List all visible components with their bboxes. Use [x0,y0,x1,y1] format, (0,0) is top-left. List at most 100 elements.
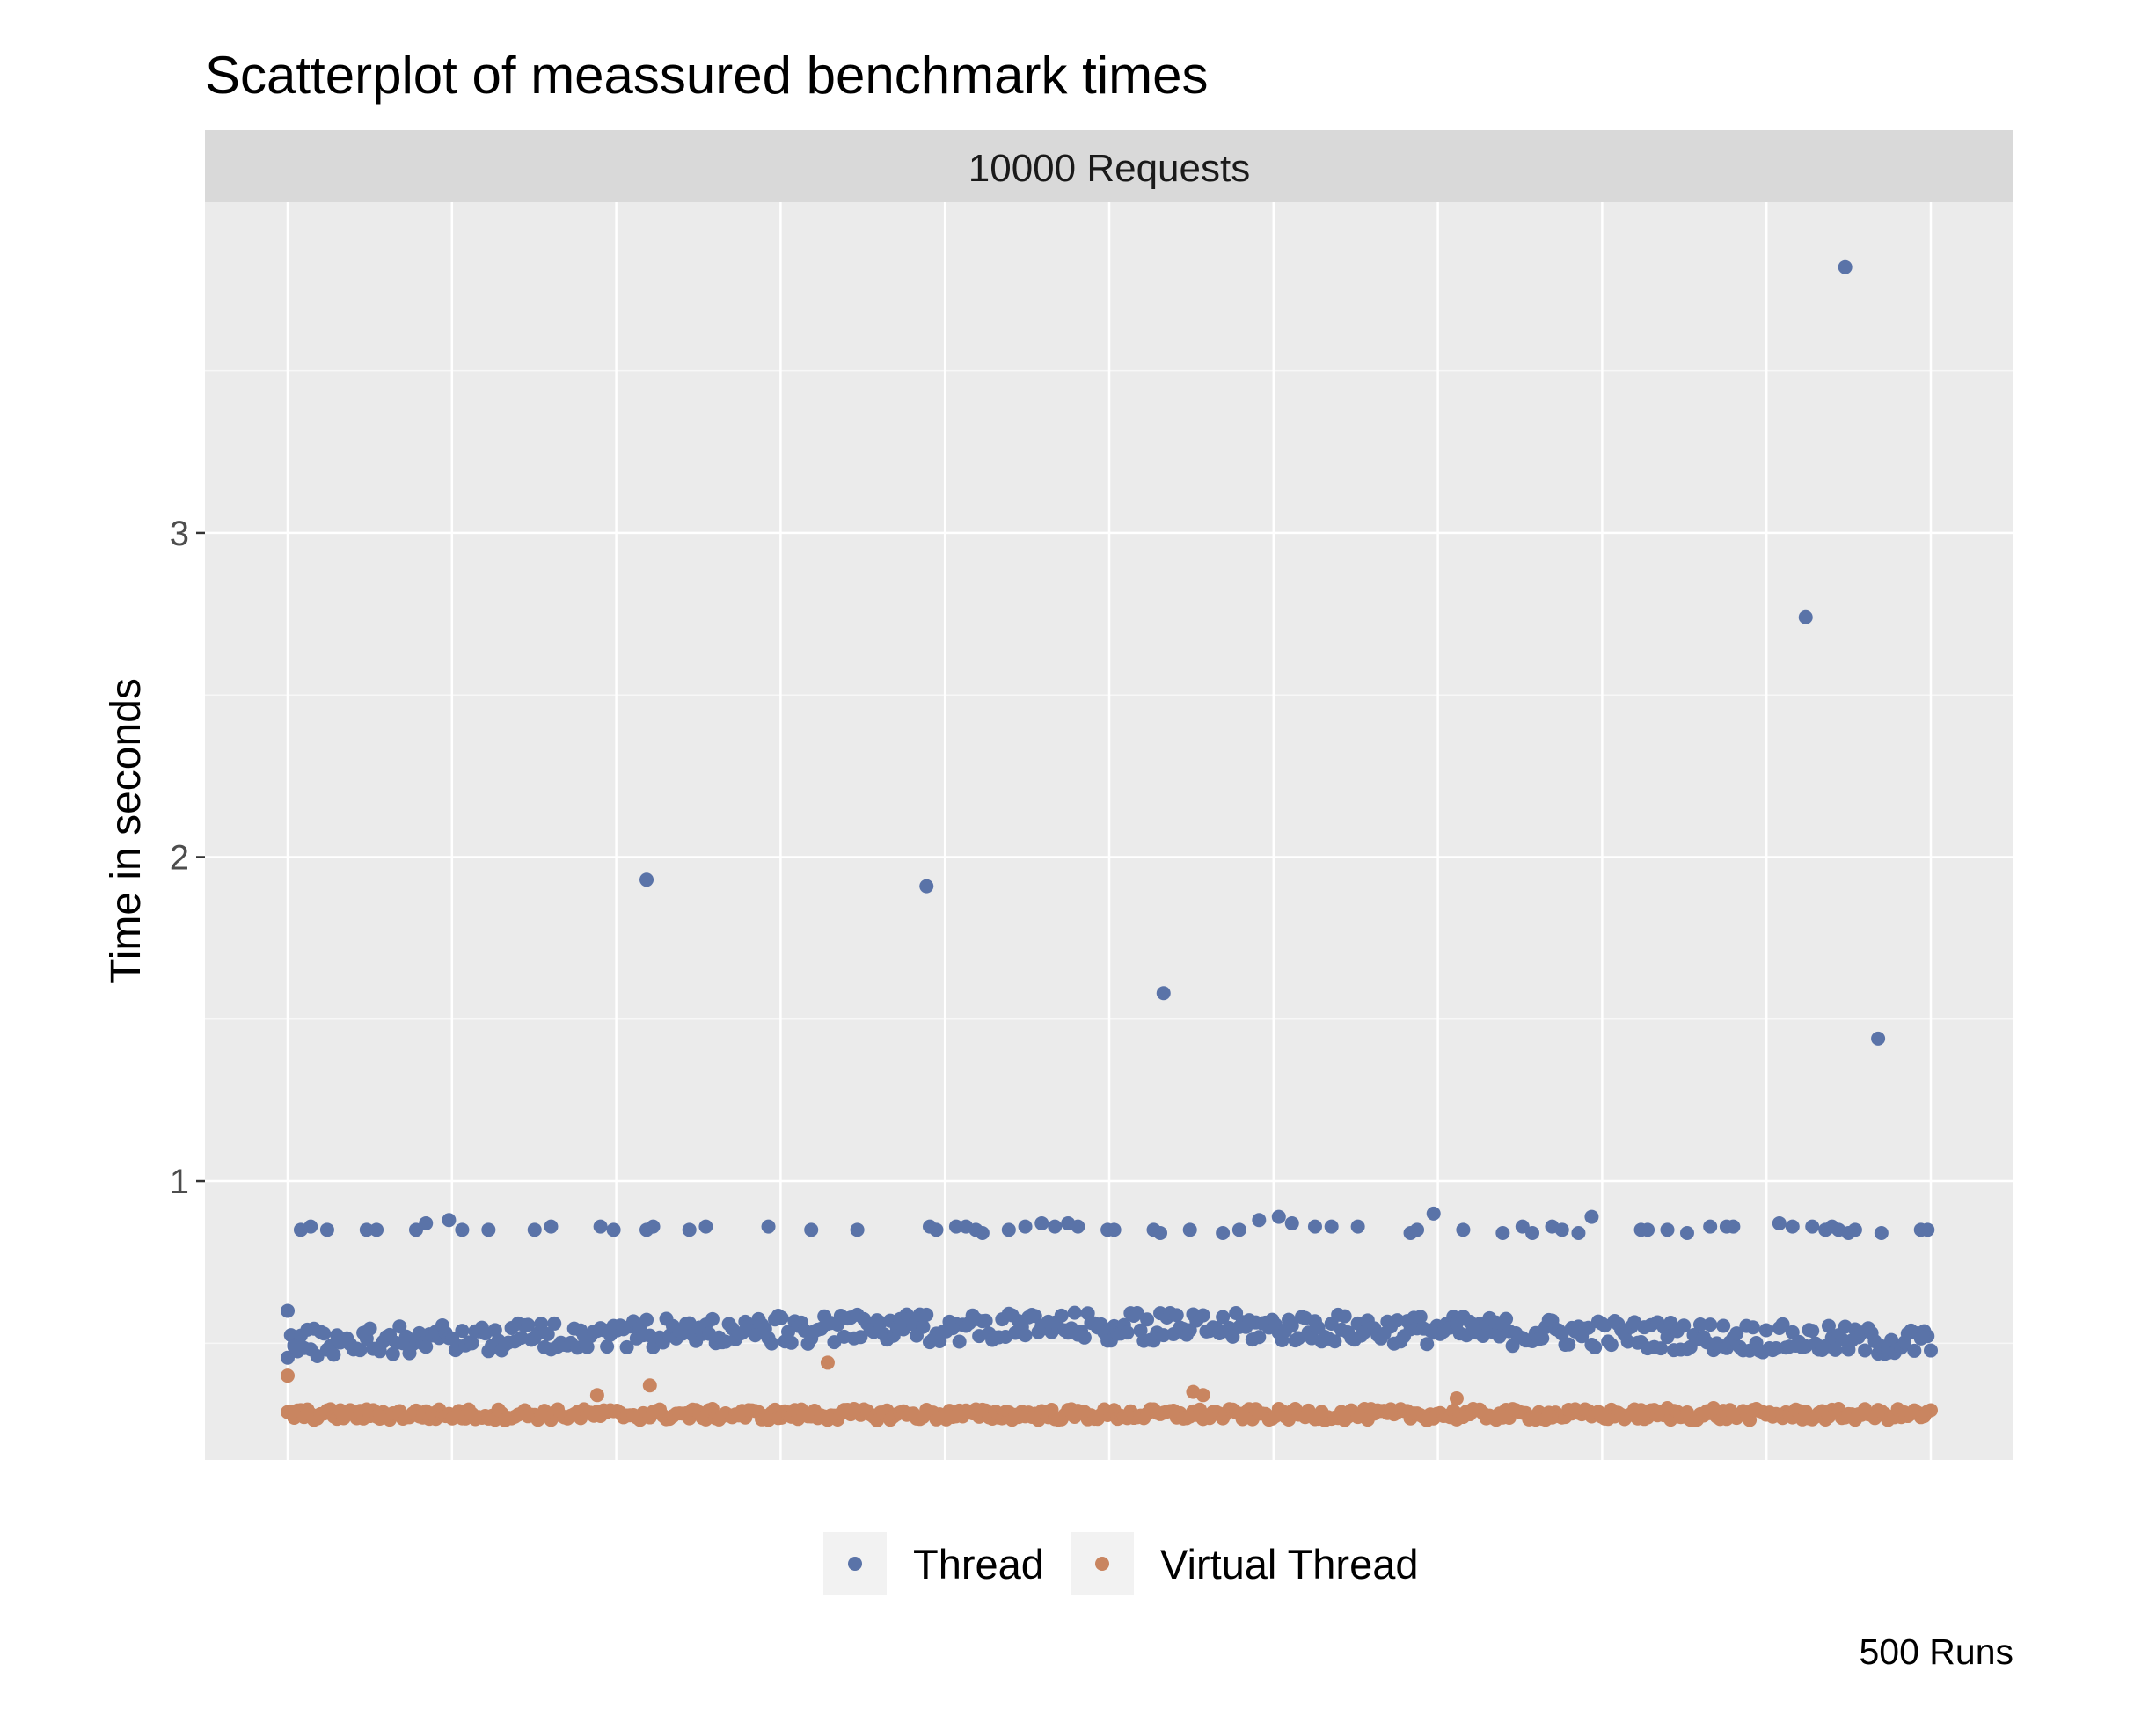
point-thread [1350,1219,1365,1234]
point-thread [1758,1323,1773,1338]
point-thread [646,1219,661,1234]
point-thread [593,1219,608,1234]
point-thread [1252,1213,1267,1228]
point-thread [1584,1209,1599,1224]
point-thread [948,1219,963,1234]
grid-lines [205,202,2013,1460]
point-thread [1716,1318,1731,1333]
point-thread [698,1219,713,1234]
point-virtual-thread [820,1355,835,1370]
point-thread [1703,1219,1718,1234]
point-virtual-thread [281,1368,295,1383]
point-thread [1156,986,1171,1001]
chart-caption: 500 Runs [1859,1631,2013,1672]
point-thread [1027,1309,1042,1324]
point-virtual-thread [1195,1388,1210,1403]
point-thread [1703,1317,1718,1332]
point-thread [1077,1330,1092,1345]
point-thread [362,1321,377,1336]
point-thread [1660,1222,1675,1237]
legend-label-thread: Thread [913,1541,1044,1587]
point-thread [481,1222,496,1237]
point-thread [1692,1317,1707,1332]
chart-title: Scatterplot of meassured benchmark times [205,46,1209,105]
point-thread [455,1324,470,1339]
point-virtual-thread [642,1378,657,1393]
point-thread [682,1222,697,1237]
point-virtual-thread [589,1388,604,1403]
point-thread [442,1213,457,1228]
point-thread [784,1335,799,1350]
point-thread [369,1222,384,1237]
point-thread [1420,1337,1435,1352]
point-thread [1874,1226,1889,1241]
point-thread [1153,1226,1168,1241]
point-virtual-thread [1660,1401,1675,1416]
point-thread [317,1326,332,1341]
y-axis-title: Time in seconds [103,678,150,984]
point-thread [1048,1219,1063,1234]
point-thread [1499,1311,1514,1326]
point-thread [1410,1222,1425,1237]
point-thread [1588,1340,1603,1355]
point-thread [1413,1310,1428,1325]
point-thread [1337,1309,1352,1324]
point-thread [1775,1317,1790,1332]
point-thread [1169,1308,1184,1323]
point-thread [1805,1324,1820,1339]
data-points [281,259,1938,1427]
point-thread [916,1319,931,1334]
point-thread [619,1339,634,1354]
point-thread [455,1222,470,1237]
point-thread [1561,1337,1576,1352]
point-thread [392,1319,407,1334]
point-virtual-thread [1924,1403,1938,1418]
point-thread [1805,1219,1820,1234]
point-thread [952,1334,967,1349]
point-thread [1107,1222,1122,1237]
y-axis: 1 2 3 [170,514,205,1201]
point-thread [804,1222,819,1237]
point-thread [544,1219,559,1234]
point-thread [1327,1334,1342,1349]
point-thread [1729,1326,1744,1341]
point-thread [1034,1215,1049,1230]
point-thread [547,1316,562,1331]
point-thread [1604,1338,1619,1353]
point-thread [639,1312,654,1327]
point-thread [326,1347,341,1362]
point-thread [639,872,654,887]
legend-marker-thread [848,1557,862,1571]
point-thread [1828,1342,1843,1357]
point-thread [705,1311,720,1326]
point-thread [527,1222,542,1237]
point-thread [1858,1343,1873,1358]
point-thread [1772,1215,1787,1230]
point-thread [319,1222,334,1237]
y-tick-label: 3 [170,514,189,553]
y-tick-label: 1 [170,1163,189,1201]
point-thread [1924,1343,1938,1358]
point-thread [464,1336,479,1351]
point-thread [1571,1226,1586,1241]
point-thread [919,879,934,894]
point-thread [1216,1310,1231,1325]
point-thread [419,1215,434,1230]
point-thread [1001,1222,1016,1237]
point-thread [853,1330,868,1345]
point-thread [534,1317,549,1332]
legend: Thread Virtual Thread [823,1532,1419,1595]
point-thread [1140,1312,1155,1327]
point-thread [1067,1305,1082,1320]
point-thread [1252,1330,1267,1345]
point-thread [606,1222,621,1237]
point-thread [419,1339,434,1354]
point-thread [1785,1219,1800,1234]
point-thread [1426,1206,1441,1221]
facet-label: 10000 Requests [968,147,1250,190]
point-thread [1907,1343,1922,1358]
point-thread [1745,1320,1760,1335]
point-thread [287,1339,302,1354]
point-thread [774,1310,789,1325]
